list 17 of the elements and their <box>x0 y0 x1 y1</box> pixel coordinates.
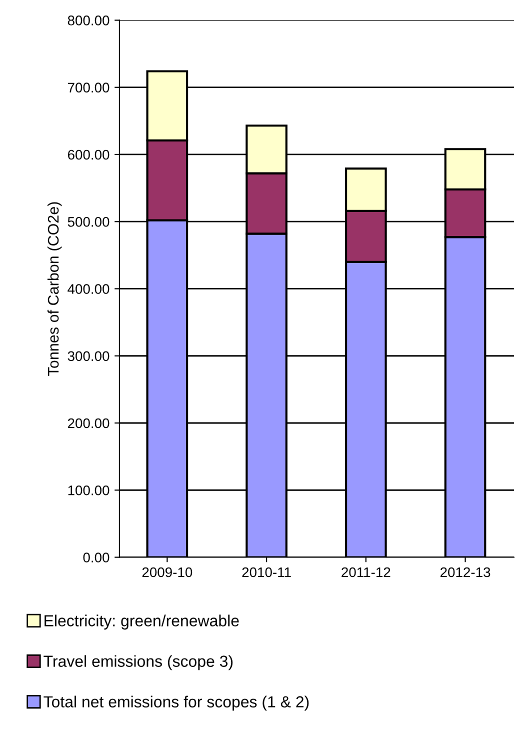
y-tick-label: 600.00 <box>68 150 110 160</box>
y-tick-label: 300.00 <box>68 351 110 362</box>
x-tick-label: 2012-13 <box>440 567 490 578</box>
x-tick-label: 2010-11 <box>242 567 291 578</box>
x-tick-label: 2011-12 <box>342 567 390 578</box>
x-tick-label: 2009-10 <box>142 567 192 578</box>
y-tick-label: 200.00 <box>68 418 110 428</box>
y-tick-label: 100.00 <box>68 485 110 496</box>
y-tick-label: 500.00 <box>68 216 110 227</box>
legend-label: Total net emissions for scopes (1 & 2) <box>44 696 309 711</box>
legend-label: Electricity: green/renewable <box>44 614 239 630</box>
y-tick-label: 0.00 <box>83 552 110 562</box>
y-tick-label: 400.00 <box>68 284 110 294</box>
legend-label: Travel emissions (scope 3) <box>44 655 233 670</box>
y-axis-title: Tonnes of Carbon (CO2e) <box>47 202 62 376</box>
y-tick-label: 800.00 <box>68 16 110 26</box>
y-tick-label: 700.00 <box>68 82 110 93</box>
